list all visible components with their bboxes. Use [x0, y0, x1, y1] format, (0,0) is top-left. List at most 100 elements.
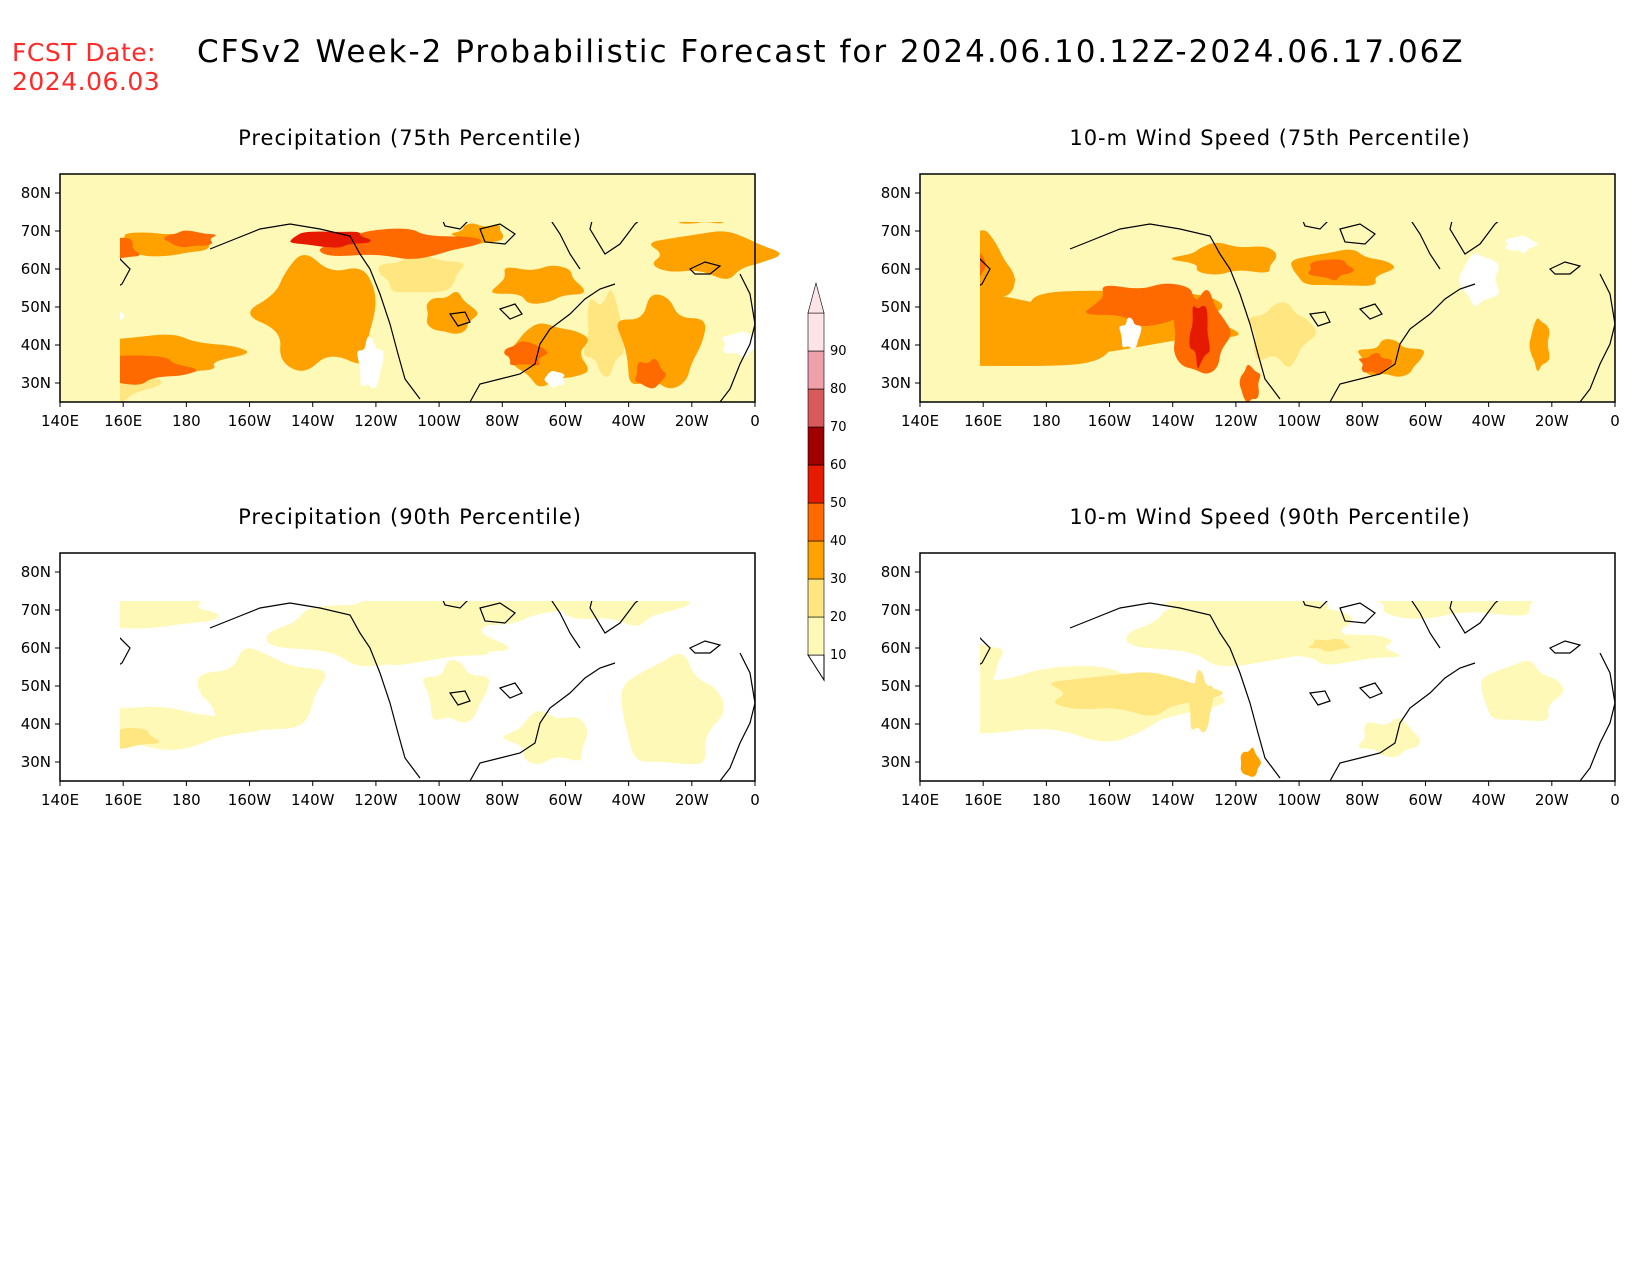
lon-tick-label: 40W	[1472, 412, 1506, 430]
lon-tick-label: 0	[1610, 791, 1620, 809]
probability-contour	[563, 601, 696, 626]
lon-tick-label: 160W	[228, 791, 272, 809]
probability-contour	[197, 648, 326, 730]
map-background	[920, 174, 1615, 402]
probability-contour	[1308, 638, 1350, 652]
lon-tick-label: 160E	[104, 412, 142, 430]
colorbar-low-arrow	[807, 654, 825, 682]
probability-contour	[1171, 242, 1277, 275]
coastline	[1358, 682, 1383, 699]
panel-title: Precipitation (90th Percentile)	[238, 505, 582, 529]
panel-title: Precipitation (75th Percentile)	[238, 126, 582, 150]
colorbar-swatch	[807, 350, 825, 390]
lon-tick-label: 120W	[1214, 412, 1258, 430]
lon-tick-label: 140E	[41, 791, 79, 809]
lat-tick-label: 60N	[21, 260, 51, 278]
coastline	[469, 283, 616, 403]
colorbar-swatch	[807, 312, 825, 352]
probability-contour	[650, 231, 786, 279]
lat-tick-label: 40N	[881, 336, 911, 354]
fcst-date-label: FCST Date:	[12, 38, 157, 67]
lon-tick-label: 120W	[354, 412, 398, 430]
lon-tick-label: 140W	[291, 791, 335, 809]
coastline	[688, 261, 722, 275]
probability-gap	[120, 311, 125, 320]
lon-tick-label: 60W	[1408, 412, 1442, 430]
probability-contour	[980, 230, 1016, 316]
coastline	[719, 273, 756, 403]
coastline	[448, 311, 471, 327]
lon-tick-label: 60W	[1408, 791, 1442, 809]
lon-tick-label: 180	[1032, 791, 1061, 809]
lat-tick-label: 80N	[881, 184, 911, 202]
colorbar: 10 20 30 40 50 60 70 80 90	[800, 273, 870, 683]
lon-tick-label: 160W	[1088, 791, 1132, 809]
lat-tick-label: 60N	[881, 260, 911, 278]
coastline	[209, 223, 421, 400]
probability-contour	[980, 643, 1003, 686]
coastline	[1308, 311, 1331, 327]
probability-contour	[290, 231, 372, 248]
lat-tick-label: 40N	[881, 715, 911, 733]
probability-contour	[423, 659, 490, 723]
coastline	[688, 640, 722, 654]
lon-tick-label: 140W	[291, 412, 335, 430]
coastline	[1302, 601, 1328, 609]
panel-wind-75: 10-m Wind Speed (75th Percentile) 140E 16…	[860, 126, 1620, 430]
probability-contour	[120, 237, 140, 259]
colorbar-label: 90	[830, 344, 847, 359]
probability-contour	[1239, 364, 1261, 403]
probability-contour	[980, 253, 987, 277]
lat-tick-label: 30N	[881, 753, 911, 771]
colorbar-label: 50	[830, 496, 847, 511]
probability-contour	[120, 706, 283, 750]
lat-tick-label: 30N	[21, 753, 51, 771]
lon-tick-label: 160E	[104, 791, 142, 809]
coastline	[1329, 283, 1476, 403]
probability-gap	[1505, 235, 1539, 254]
colorbar-swatch	[807, 426, 825, 466]
lat-tick-label: 80N	[21, 563, 51, 581]
lat-tick-label: 40N	[21, 336, 51, 354]
lon-tick-label: 60W	[548, 791, 582, 809]
probability-contour	[1359, 353, 1393, 375]
coastline	[1339, 602, 1376, 624]
panel-precip-90: Precipitation (90th Percentile) 140E 160E…	[0, 505, 760, 809]
probability-contour	[1480, 660, 1566, 722]
colorbar-high-arrow	[807, 281, 825, 314]
lat-tick-label: 50N	[21, 298, 51, 316]
lon-tick-label: 0	[1610, 412, 1620, 430]
probability-gap	[1459, 253, 1499, 307]
coastline	[1449, 601, 1499, 634]
lon-tick-label: 180	[172, 412, 201, 430]
lon-tick-label: 40W	[612, 412, 646, 430]
probability-contour	[1240, 747, 1262, 777]
lon-tick-label: 100W	[417, 412, 461, 430]
lat-tick-label: 40N	[21, 715, 51, 733]
colorbar-label: 30	[830, 572, 847, 587]
lon-tick-label: 20W	[1535, 412, 1569, 430]
coastline	[1069, 602, 1281, 779]
lat-tick-label: 70N	[21, 601, 51, 619]
probability-contour	[1187, 669, 1214, 733]
probability-gap	[544, 370, 565, 388]
coastline	[1302, 222, 1328, 230]
map-wind-90: 140E 160E 180 160W 140W 120W 100W 80W 60W 40W 20W 0…	[881, 552, 1620, 809]
lon-tick-label: 100W	[1277, 791, 1321, 809]
lat-tick-label: 70N	[881, 222, 911, 240]
lon-tick-label: 100W	[1277, 412, 1321, 430]
coastline	[1308, 690, 1331, 706]
colorbar-label: 60	[830, 458, 847, 473]
lat-tick-label: 50N	[881, 677, 911, 695]
lon-tick-label: 0	[750, 791, 760, 809]
colorbar-label: 40	[830, 534, 847, 549]
map-background	[920, 553, 1615, 781]
coastline	[209, 602, 421, 779]
lon-tick-label: 20W	[675, 791, 709, 809]
coastline	[1411, 601, 1441, 649]
probability-contour	[635, 358, 668, 389]
map-precip-75: 140E 160E 180 160W 140W 120W 100W 80W 60W 40W 20W 0…	[21, 173, 786, 430]
coastline	[1069, 223, 1281, 400]
probability-contour	[508, 323, 588, 387]
coastline	[589, 222, 639, 255]
